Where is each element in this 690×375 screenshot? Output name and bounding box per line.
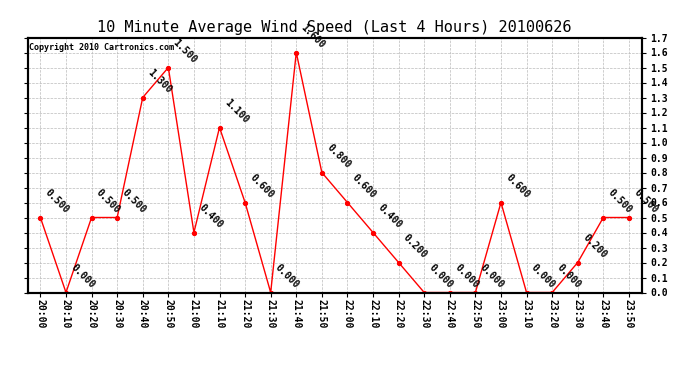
Text: 0.000: 0.000 xyxy=(453,262,480,290)
Text: 0.000: 0.000 xyxy=(273,262,302,290)
Text: 0.500: 0.500 xyxy=(43,187,71,215)
Text: 0.400: 0.400 xyxy=(197,202,224,230)
Text: 0.000: 0.000 xyxy=(529,262,558,290)
Text: 0.500: 0.500 xyxy=(95,187,122,215)
Text: 1.500: 1.500 xyxy=(171,37,199,65)
Title: 10 Minute Average Wind Speed (Last 4 Hours) 20100626: 10 Minute Average Wind Speed (Last 4 Hou… xyxy=(97,20,572,35)
Text: 0.000: 0.000 xyxy=(427,262,455,290)
Text: 0.400: 0.400 xyxy=(376,202,404,230)
Text: 0.600: 0.600 xyxy=(504,172,531,200)
Text: 1.600: 1.600 xyxy=(299,22,327,50)
Text: 0.600: 0.600 xyxy=(248,172,276,200)
Text: 0.800: 0.800 xyxy=(324,142,353,170)
Text: 0.600: 0.600 xyxy=(351,172,378,200)
Text: 0.000: 0.000 xyxy=(555,262,583,290)
Text: 0.500: 0.500 xyxy=(631,187,660,215)
Text: 0.500: 0.500 xyxy=(606,187,634,215)
Text: 0.200: 0.200 xyxy=(402,232,429,260)
Text: 1.300: 1.300 xyxy=(146,67,173,95)
Text: 0.000: 0.000 xyxy=(69,262,97,290)
Text: 1.100: 1.100 xyxy=(222,97,250,125)
Text: 0.500: 0.500 xyxy=(120,187,148,215)
Text: 0.000: 0.000 xyxy=(478,262,506,290)
Text: Copyright 2010 Cartronics.com: Copyright 2010 Cartronics.com xyxy=(29,43,174,52)
Text: 0.200: 0.200 xyxy=(580,232,609,260)
